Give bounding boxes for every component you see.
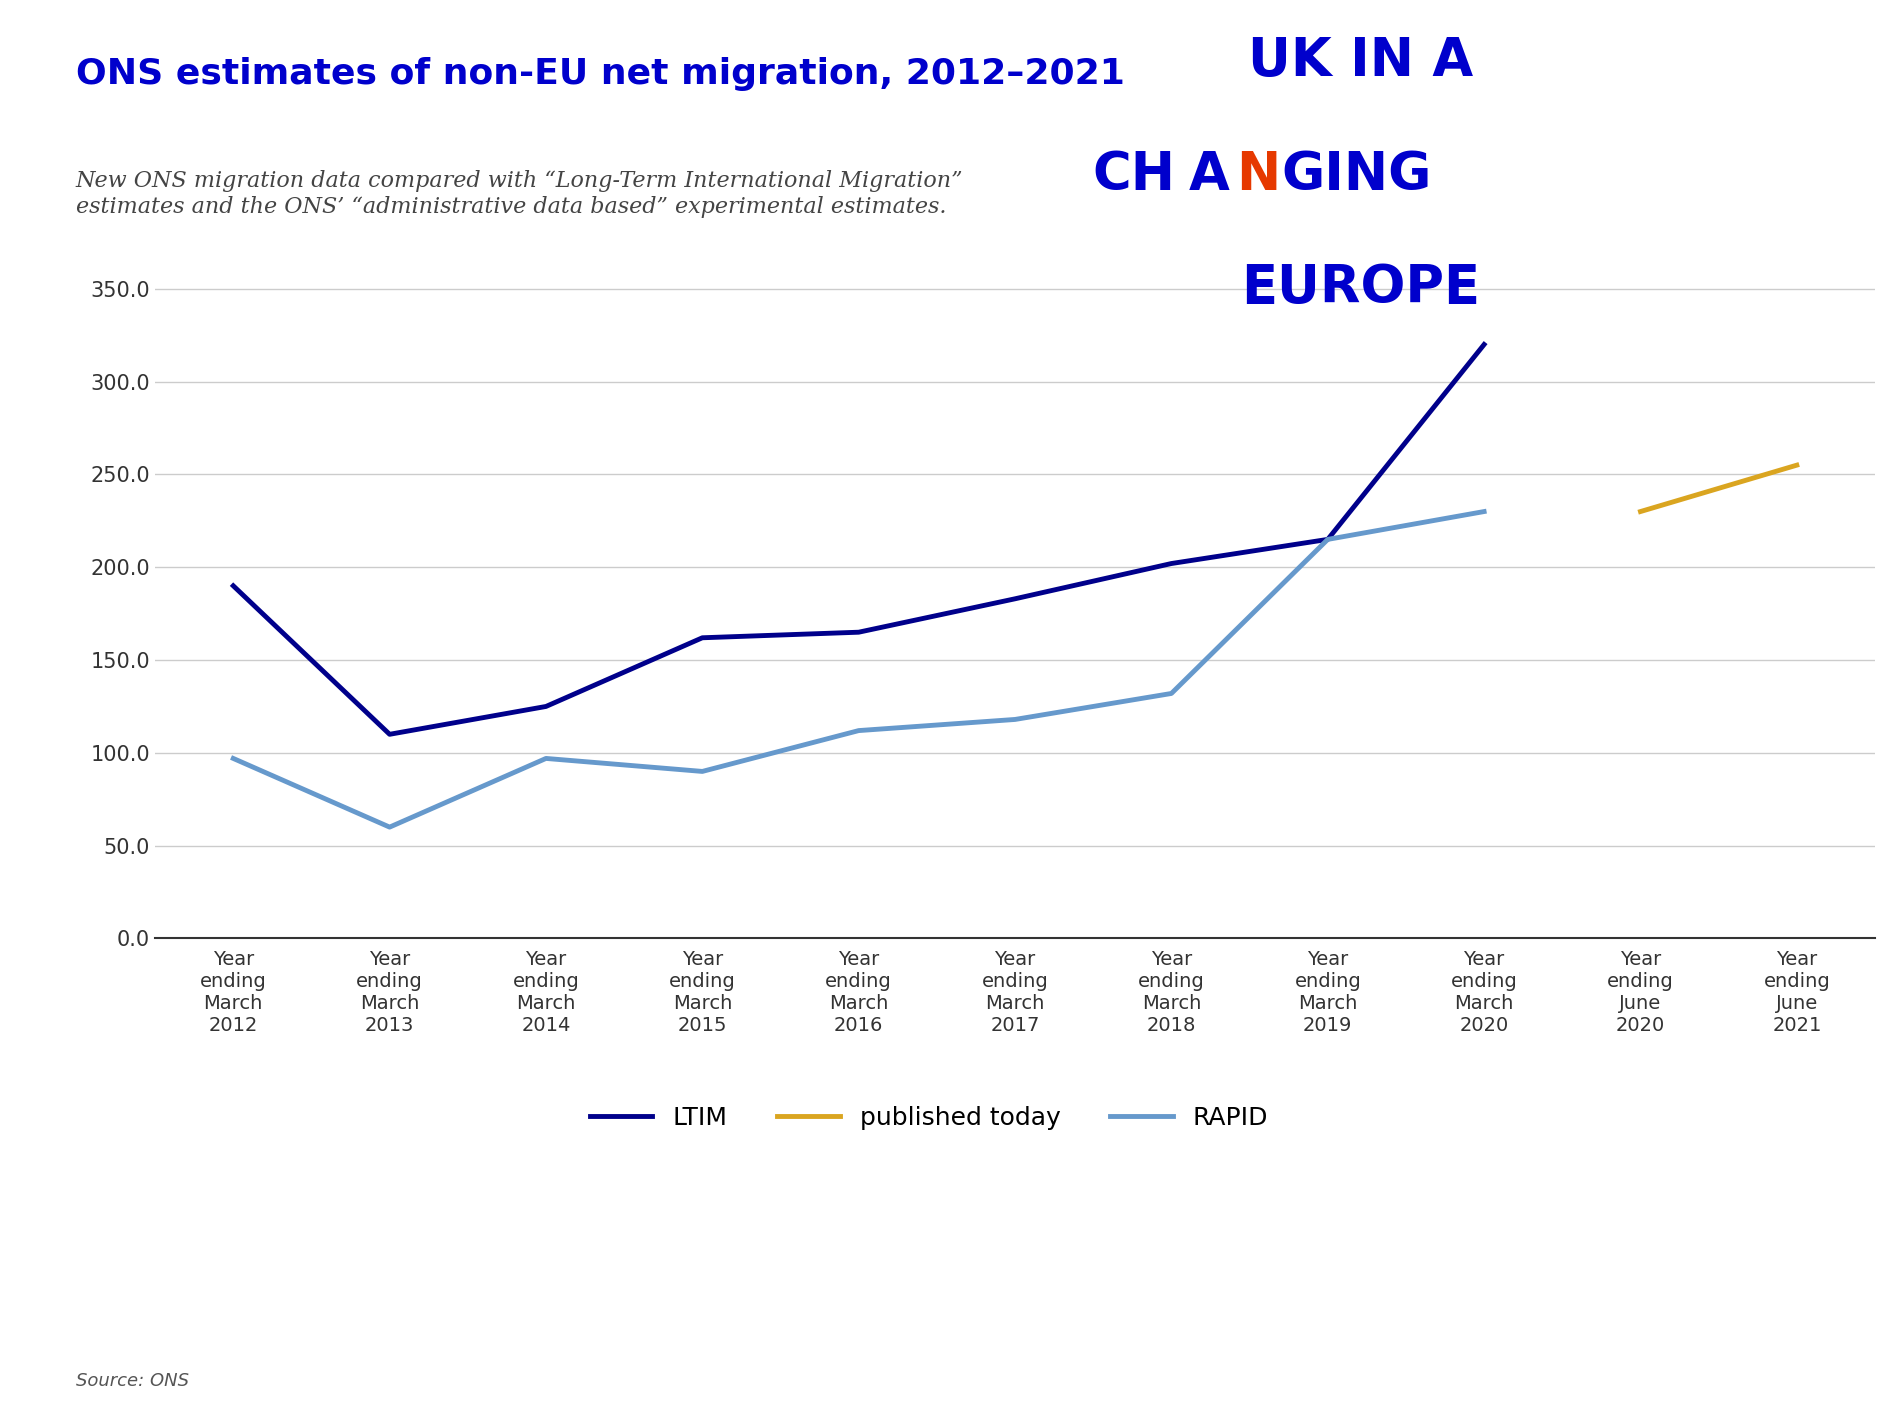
Text: A: A <box>1188 149 1230 201</box>
Text: GING: GING <box>1281 149 1432 201</box>
Text: New ONS migration data compared with “Long-Term International Migration”
estimat: New ONS migration data compared with “Lo… <box>76 170 963 217</box>
Text: UK IN A: UK IN A <box>1247 35 1473 88</box>
Legend: LTIM, published today, RAPID: LTIM, published today, RAPID <box>580 1096 1277 1140</box>
Text: CH: CH <box>1092 149 1175 201</box>
Text: Source: ONS: Source: ONS <box>76 1371 189 1390</box>
Text: ONS estimates of non-EU net migration, 2012–2021: ONS estimates of non-EU net migration, 2… <box>76 57 1124 91</box>
Text: N: N <box>1235 149 1279 201</box>
Text: EUROPE: EUROPE <box>1241 262 1479 315</box>
